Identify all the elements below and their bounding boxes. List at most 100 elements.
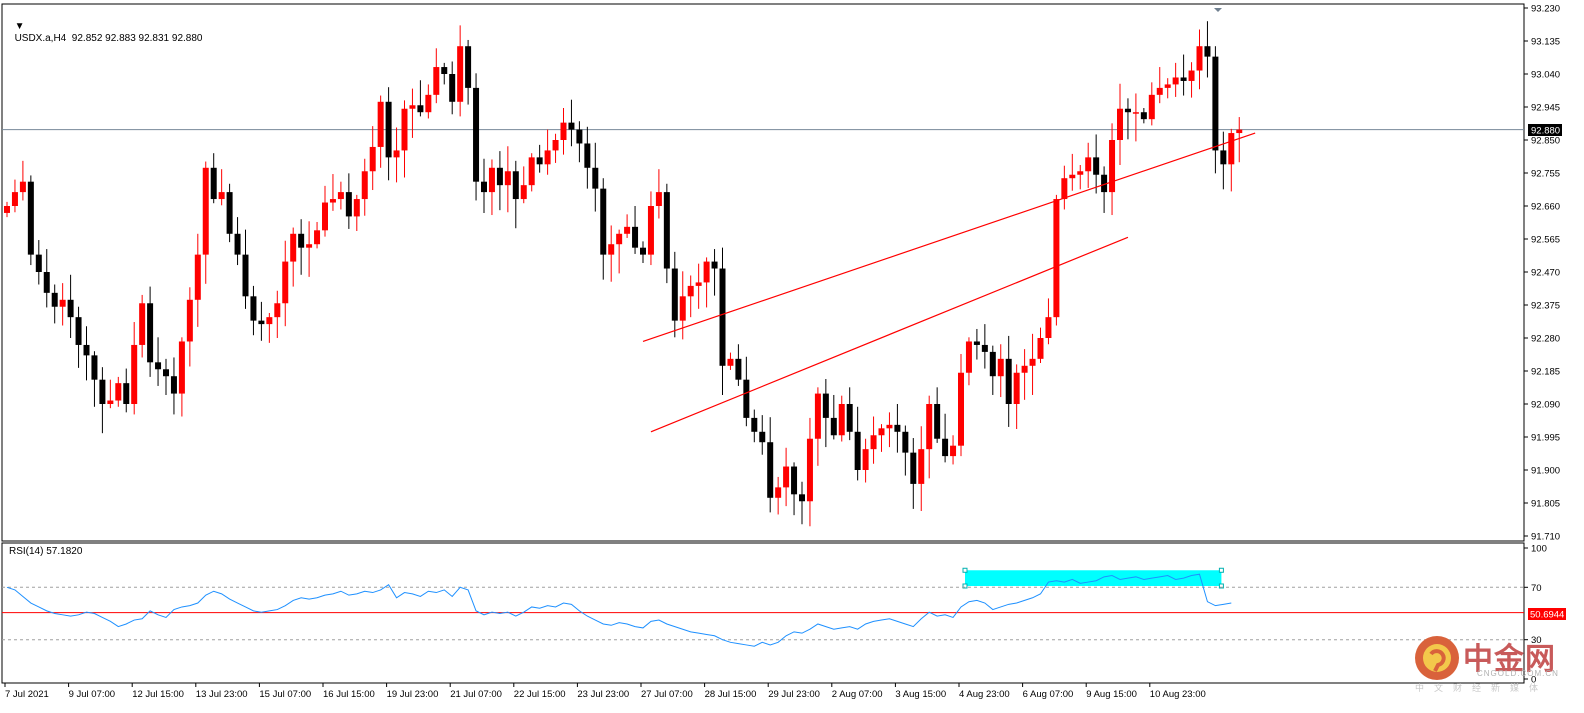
bull-candle (353, 199, 360, 217)
bull-candle (950, 445, 957, 457)
bull-candle (965, 341, 972, 373)
bull-candle (687, 285, 694, 297)
bear-candle (854, 431, 861, 470)
bear-candle (568, 122, 575, 130)
bear-candle (902, 431, 909, 453)
chart-shift-marker-icon[interactable] (1214, 8, 1222, 12)
x-tick-label: 3 Aug 15:00 (895, 689, 946, 700)
x-tick-label: 21 Jul 07:00 (450, 689, 502, 700)
bull-candle (1085, 157, 1092, 172)
bear-candle (1220, 150, 1227, 165)
bull-candle (457, 46, 464, 102)
rsi-level-tag-box (1528, 608, 1566, 620)
bear-candle (417, 105, 424, 113)
bull-candle (139, 303, 146, 345)
x-tick-label: 4 Aug 23:00 (959, 689, 1010, 700)
bull-candle (1172, 77, 1179, 85)
trendline[interactable] (642, 132, 1256, 343)
x-tick-label: 22 Jul 15:00 (514, 689, 566, 700)
bear-candle (1093, 157, 1100, 175)
rsi-tick-label: 70 (1531, 583, 1542, 594)
bear-candle (600, 188, 607, 255)
y-tick-label: 92.945 (1531, 103, 1560, 114)
bear-candle (767, 442, 774, 498)
bull-candle (1029, 358, 1036, 366)
bear-candle (43, 272, 50, 293)
bull-candle (838, 404, 845, 436)
bear-candle (942, 438, 949, 457)
bear-candle (989, 351, 996, 377)
rsi-line (6, 573, 1232, 647)
y-tick-label: 93.135 (1531, 37, 1560, 48)
bull-candle (290, 233, 297, 262)
bull-candle (814, 393, 821, 439)
trendline[interactable] (650, 236, 1129, 433)
x-tick-label: 10 Aug 23:00 (1150, 689, 1206, 700)
rsi-indicator-label: RSI(14) 57.1820 (9, 546, 83, 557)
bear-candle (791, 466, 798, 495)
bear-candle (894, 424, 901, 432)
bear-candle (512, 171, 519, 200)
bear-candle (1212, 56, 1219, 151)
bull-candle (425, 94, 432, 113)
bull-candle (274, 303, 281, 318)
bear-candle (640, 247, 646, 255)
x-tick-label: 15 Jul 07:00 (259, 689, 311, 700)
bull-candle (1236, 129, 1243, 134)
x-tick-label: 9 Jul 07:00 (69, 689, 115, 700)
bull-candle (1037, 338, 1044, 359)
bull-candle (695, 282, 702, 286)
bull-candle (186, 299, 193, 342)
bull-candle (266, 317, 273, 325)
bear-candle (1124, 108, 1131, 113)
bear-candle (910, 452, 917, 484)
zone-handle[interactable] (962, 567, 968, 573)
y-tick-label: 91.995 (1531, 433, 1560, 444)
bear-candle (258, 320, 265, 325)
bear-candle (345, 192, 352, 217)
bull-candle (1117, 108, 1123, 140)
bear-candle (147, 303, 154, 363)
bear-candle (496, 167, 503, 186)
current-price-tag-box (1528, 124, 1562, 136)
y-tick-label: 93.230 (1531, 4, 1560, 15)
y-tick-label: 92.565 (1531, 235, 1560, 246)
x-tick-label: 9 Aug 15:00 (1086, 689, 1137, 700)
bear-candle (473, 87, 480, 182)
bull-candle (878, 428, 885, 436)
y-tick-label: 93.040 (1531, 70, 1560, 81)
bull-candle (409, 105, 416, 109)
bull-candle (337, 192, 344, 200)
x-tick-label: 19 Jul 23:00 (387, 689, 439, 700)
bull-candle (528, 157, 535, 186)
y-tick-label: 91.710 (1531, 532, 1560, 543)
bear-candle (123, 383, 130, 404)
bear-candle (385, 101, 392, 158)
bear-candle (822, 393, 829, 418)
x-tick-label: 7 Jul 2021 (5, 689, 49, 700)
bull-candle (377, 101, 384, 147)
bull-candle (703, 261, 710, 283)
symbol-quote-line: USDX.a,H4 92.852 92.883 92.831 92.880 (14, 33, 203, 44)
y-tick-label: 92.850 (1531, 136, 1560, 147)
rsi-highlight-zone[interactable] (965, 570, 1222, 586)
watermark-name: 中金网 (1463, 642, 1556, 677)
bear-candle (846, 404, 853, 432)
bull-candle (322, 202, 328, 231)
collapse-arrow-icon[interactable]: ▼ (14, 21, 25, 32)
bear-candle (441, 67, 448, 74)
bull-candle (369, 146, 376, 172)
bull-candle (886, 424, 893, 429)
x-tick-label: 28 Jul 15:00 (705, 689, 757, 700)
zone-handle[interactable] (1218, 567, 1224, 573)
bull-candle (115, 383, 122, 401)
bear-candle (35, 254, 42, 272)
zone-handle[interactable] (962, 583, 968, 589)
bull-candle (520, 185, 527, 200)
bull-candle (433, 67, 440, 95)
zone-handle[interactable] (1218, 583, 1224, 589)
bear-candle (576, 129, 583, 144)
bear-candle (934, 404, 941, 439)
bull-candle (1013, 372, 1020, 404)
bear-candle (719, 268, 726, 366)
